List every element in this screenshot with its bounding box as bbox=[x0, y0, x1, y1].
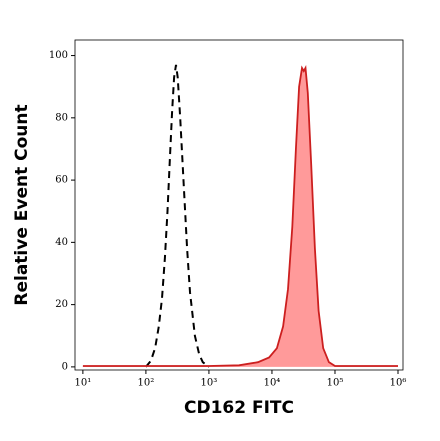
plot-frame bbox=[74, 39, 404, 371]
y-axis-title: Relative Event Count bbox=[12, 104, 32, 305]
y-tick-label: 40 bbox=[55, 237, 68, 248]
x-tick-label: 10³ bbox=[201, 378, 218, 389]
line bbox=[145, 64, 210, 368]
x-tick-label: 10⁶ bbox=[390, 378, 407, 389]
y-tick-label: 60 bbox=[55, 175, 68, 186]
y-tick-label: 100 bbox=[49, 50, 68, 61]
line bbox=[82, 64, 398, 367]
y-tick-label: 20 bbox=[55, 299, 68, 310]
x-tick-label: 10⁴ bbox=[264, 378, 281, 389]
x-tick-label: 10⁵ bbox=[327, 378, 344, 389]
y-tick-label: 80 bbox=[55, 112, 68, 123]
x-tick-label: 10² bbox=[138, 378, 155, 389]
x-axis-title: CD162 FITC bbox=[184, 398, 294, 418]
x-tick-label: 10¹ bbox=[75, 378, 92, 389]
area bbox=[82, 68, 399, 367]
y-tick-label: 0 bbox=[62, 361, 68, 372]
